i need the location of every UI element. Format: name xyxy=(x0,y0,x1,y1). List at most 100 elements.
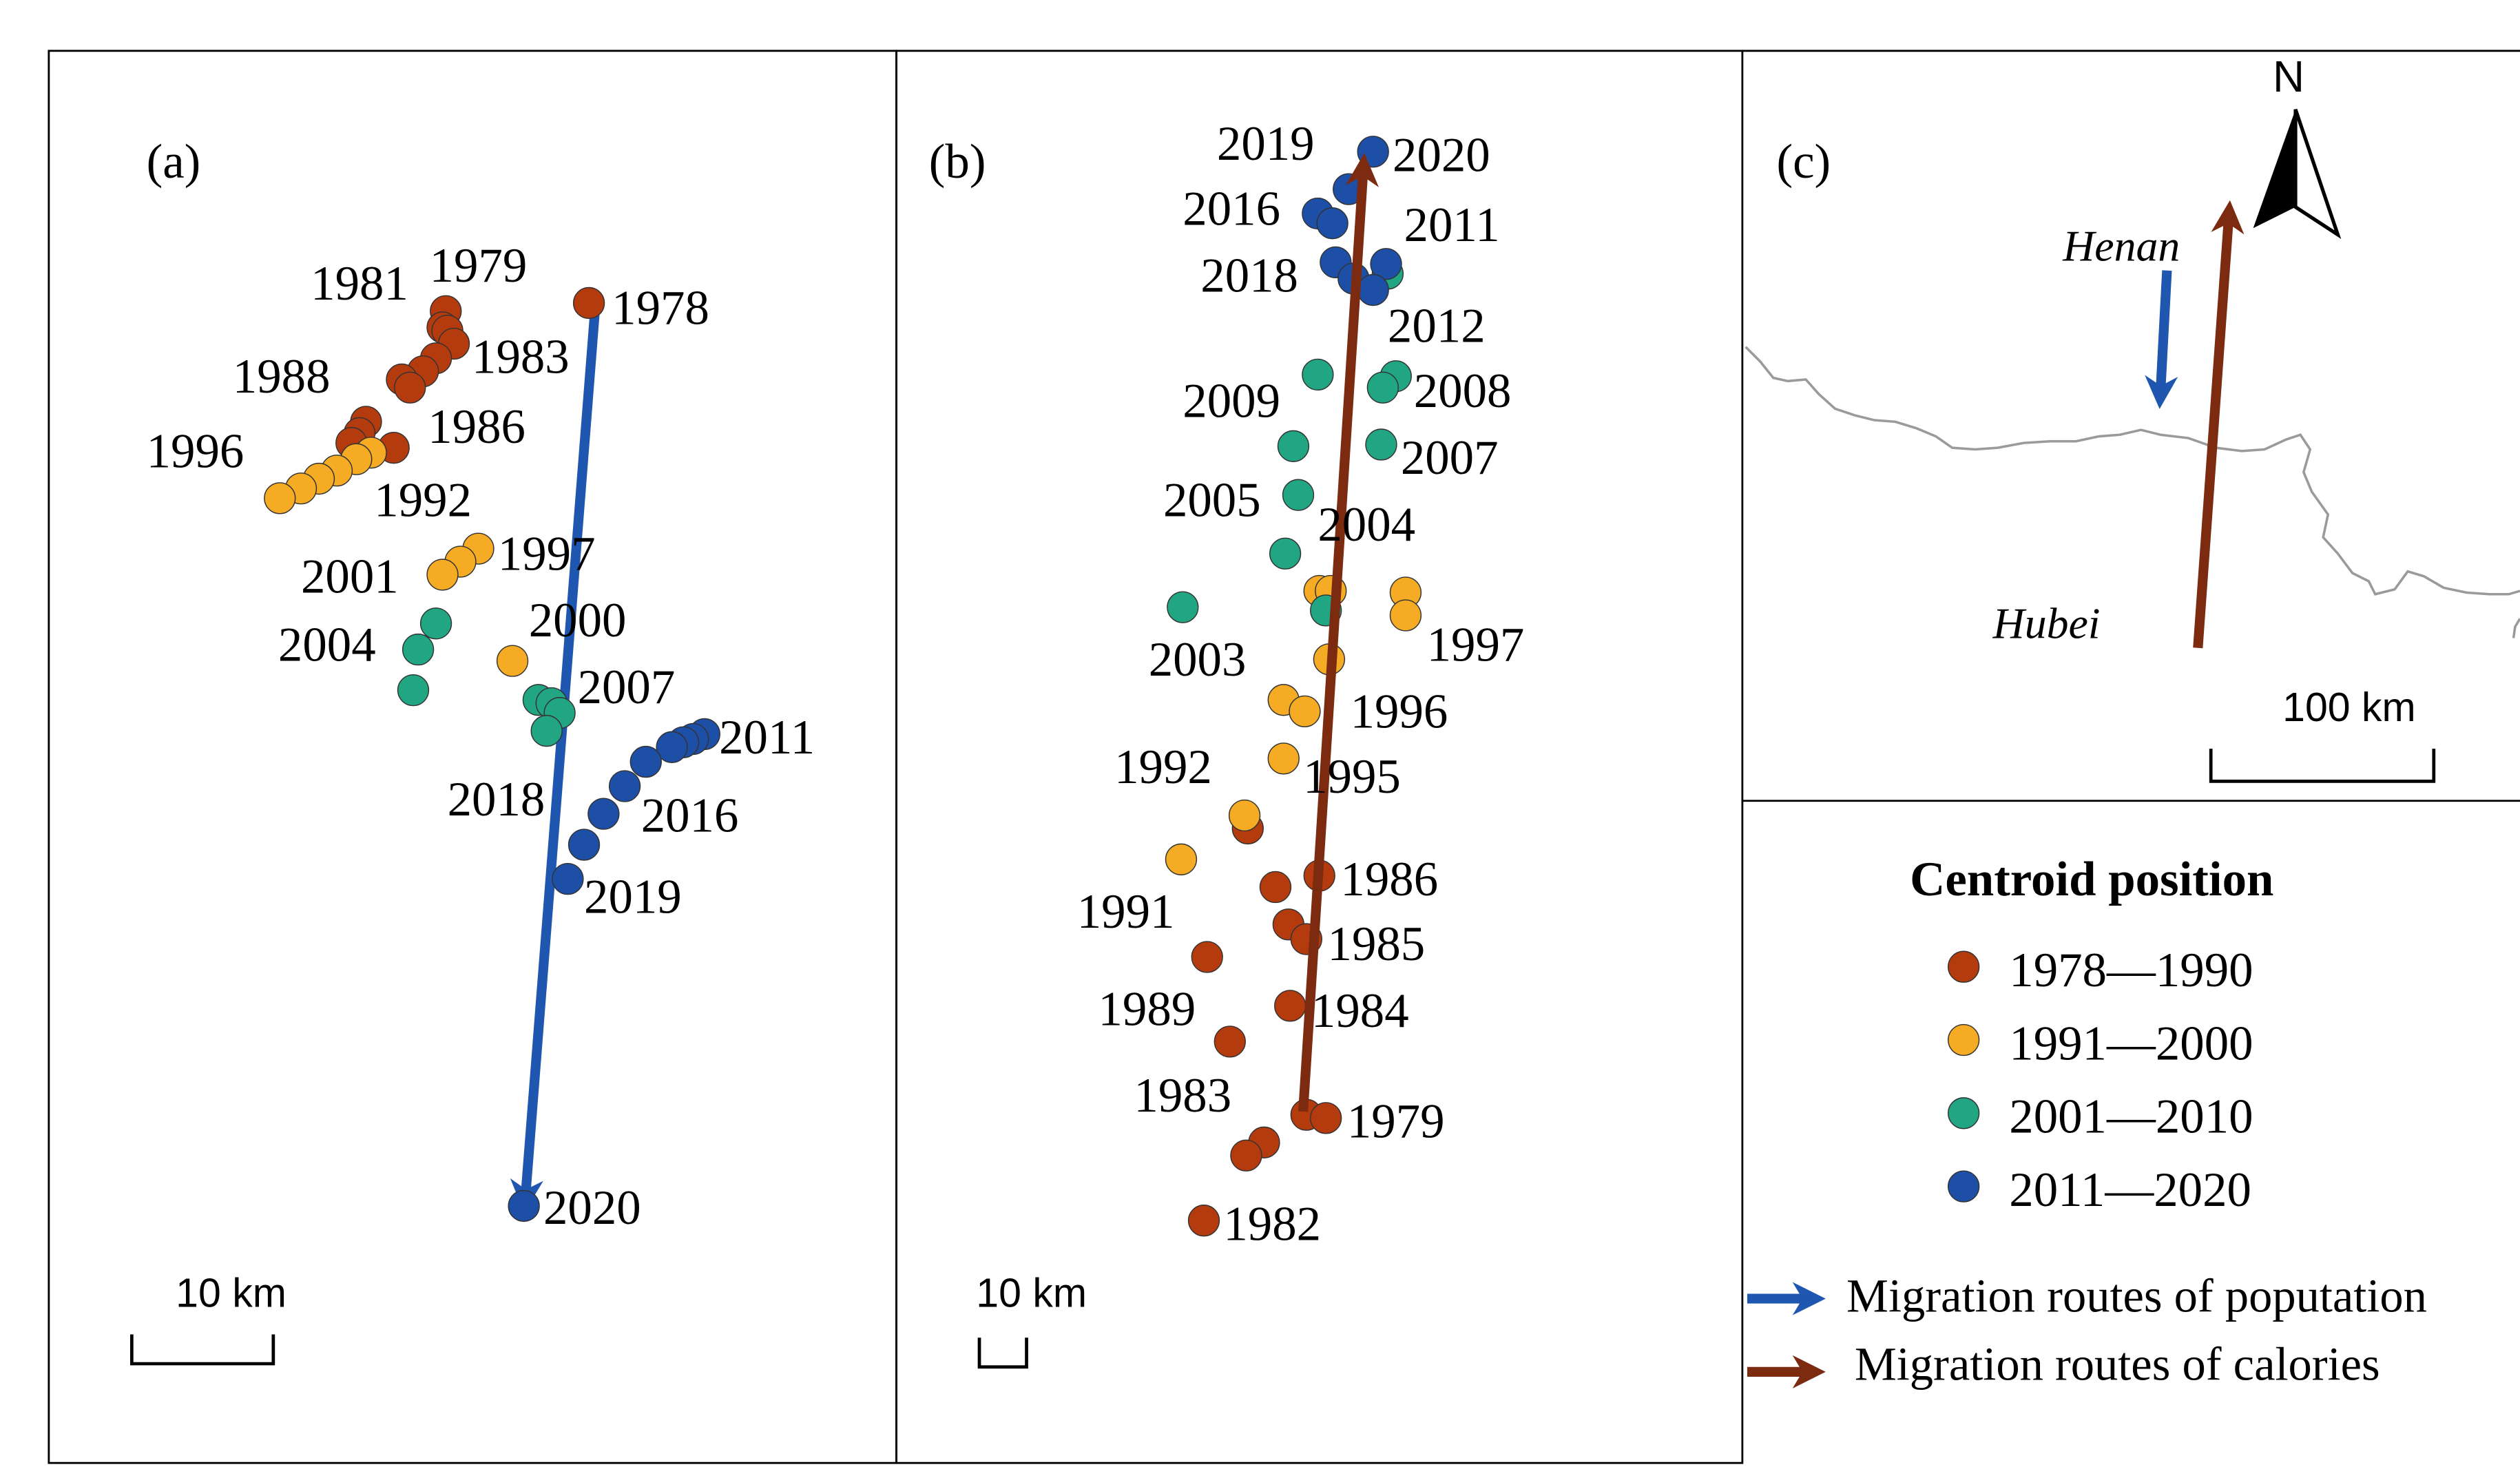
label-b-2007: 2007 xyxy=(1401,431,1499,485)
point-b-2006 xyxy=(1277,430,1310,462)
point-b-1995 xyxy=(1267,742,1300,775)
panel-b: (b) xyxy=(929,117,1525,1369)
panel-c-population-arrow xyxy=(2145,270,2178,409)
label-b-1989: 1989 xyxy=(1098,983,1196,1037)
label-b-2020: 2020 xyxy=(1393,129,1490,183)
point-a-2004 xyxy=(397,674,430,707)
label-a-1988: 1988 xyxy=(233,350,331,404)
panel-b-points xyxy=(1165,136,1422,1237)
legend-population-route: Migration routes of poputation xyxy=(1747,1269,2427,1322)
point-a-2008 xyxy=(530,715,563,747)
legend-label-2011-2020: 2011—2020 xyxy=(2009,1163,2251,1217)
panel-b-scale-bar: 10 km xyxy=(976,1270,1087,1369)
point-b-2005 xyxy=(1282,479,1315,511)
panel-c: (c) N Henan Hubei 100 km xyxy=(1745,52,2520,783)
legend-label-1991-2000: 1991—2000 xyxy=(2009,1017,2253,1070)
point-b-2004 xyxy=(1269,537,1302,570)
label-b-2018: 2018 xyxy=(1200,249,1298,302)
panel-a-year-labels: 1981 1979 1978 1983 1988 1986 1996 1992 … xyxy=(147,239,815,1235)
label-a-2019: 2019 xyxy=(584,871,682,924)
point-b-1993 xyxy=(1289,695,1321,727)
legend-item-2001-2010: 2001—2010 xyxy=(1947,1090,2253,1144)
label-b-2003: 2003 xyxy=(1149,633,1247,687)
panel-c-label: (c) xyxy=(1776,135,1831,189)
panel-a: (a) xyxy=(129,135,815,1366)
point-b-2020 xyxy=(1357,136,1389,168)
point-a-2014 xyxy=(656,731,688,763)
point-b-1997 xyxy=(1389,599,1422,632)
legend-item-1991-2000: 1991—2000 xyxy=(1947,1017,2253,1070)
label-a-1996: 1996 xyxy=(147,425,244,479)
point-b-2003 xyxy=(1167,591,1199,623)
label-b-1985: 1985 xyxy=(1328,917,1426,971)
point-b-1992 xyxy=(1228,799,1261,832)
panel-c-scale-label: 100 km xyxy=(2282,685,2416,730)
north-label: N xyxy=(2273,52,2304,101)
point-b-1982 xyxy=(1187,1205,1220,1237)
point-a-1999 xyxy=(426,559,459,591)
point-b-2011 xyxy=(1370,248,1402,280)
point-a-2001 xyxy=(419,607,452,640)
panel-b-year-labels: 2019 2020 2016 2011 2018 2012 2009 2008 … xyxy=(1077,117,1525,1251)
legend-calories-label: Migration routes of calories xyxy=(1855,1338,2380,1391)
label-a-1992: 1992 xyxy=(374,473,472,527)
label-b-2019: 2019 xyxy=(1217,117,1315,171)
point-b-1991 xyxy=(1165,843,1198,875)
label-b-1979: 1979 xyxy=(1347,1095,1445,1149)
legend-swatch-1978-1990 xyxy=(1947,950,1980,983)
legend-title: Centroid position xyxy=(1910,853,2273,906)
point-a-2002 xyxy=(402,633,435,666)
point-b-2009 xyxy=(1302,358,1334,391)
label-b-2016: 2016 xyxy=(1183,183,1280,236)
point-b-2015 xyxy=(1316,207,1348,240)
label-b-1991: 1991 xyxy=(1077,885,1175,939)
panel-a-scale-bar: 10 km xyxy=(129,1270,287,1366)
point-a-1996 xyxy=(264,482,296,514)
henan-hubei-boundary xyxy=(1745,346,2520,638)
legend-population-label: Migration routes of poputation xyxy=(1846,1269,2427,1322)
label-a-1986: 1986 xyxy=(428,400,525,454)
label-b-1992: 1992 xyxy=(1114,740,1212,794)
panel-c-scale-bar: 100 km xyxy=(2209,685,2436,783)
panel-a-scale-label: 10 km xyxy=(176,1270,287,1315)
legend-label-1978-1990: 1978—1990 xyxy=(2009,944,2253,997)
label-b-1996: 1996 xyxy=(1351,685,1448,738)
legend-label-2001-2010: 2001—2010 xyxy=(2009,1090,2253,1144)
panel-b-calories-arrow xyxy=(1298,153,1379,1112)
label-b-2005: 2005 xyxy=(1163,473,1261,527)
label-b-2004: 2004 xyxy=(1318,498,1415,552)
point-b-2010 xyxy=(1366,371,1399,404)
point-a-1978 xyxy=(572,287,605,320)
point-b-1983 xyxy=(1214,1026,1246,1058)
point-b-1979 xyxy=(1310,1102,1342,1134)
point-a-1987 xyxy=(394,371,426,404)
label-b-2008: 2008 xyxy=(1414,364,1512,418)
label-b-1982: 1982 xyxy=(1223,1198,1321,1251)
legend-calories-route: Migration routes of calories xyxy=(1747,1338,2380,1391)
point-b-1987 xyxy=(1259,871,1292,904)
label-a-2016: 2016 xyxy=(641,789,739,843)
label-a-2000: 2000 xyxy=(529,594,627,647)
label-a-1979: 1979 xyxy=(430,239,528,293)
legend-swatch-1991-2000 xyxy=(1947,1023,1980,1057)
point-a-2000 xyxy=(496,645,529,677)
panel-a-population-arrow xyxy=(510,304,601,1213)
label-b-2012: 2012 xyxy=(1388,300,1486,353)
panel-a-label: (a) xyxy=(147,135,201,189)
point-b-1989 xyxy=(1191,941,1223,973)
label-a-2004: 2004 xyxy=(278,618,376,672)
label-b-1986: 1986 xyxy=(1340,853,1438,906)
label-b-1983: 1983 xyxy=(1134,1069,1231,1123)
point-b-2007 xyxy=(1365,428,1397,461)
point-b-1984 xyxy=(1274,990,1306,1022)
label-a-2020: 2020 xyxy=(543,1181,641,1235)
point-a-2018 xyxy=(567,829,601,861)
panel-a-points xyxy=(264,287,720,1222)
label-b-2011: 2011 xyxy=(1404,198,1500,252)
panel-c-calories-arrow xyxy=(2193,200,2245,649)
point-a-2017 xyxy=(587,798,620,830)
point-a-2020 xyxy=(508,1189,540,1222)
label-a-2007: 2007 xyxy=(578,660,676,714)
label-b-2009: 2009 xyxy=(1183,374,1280,428)
